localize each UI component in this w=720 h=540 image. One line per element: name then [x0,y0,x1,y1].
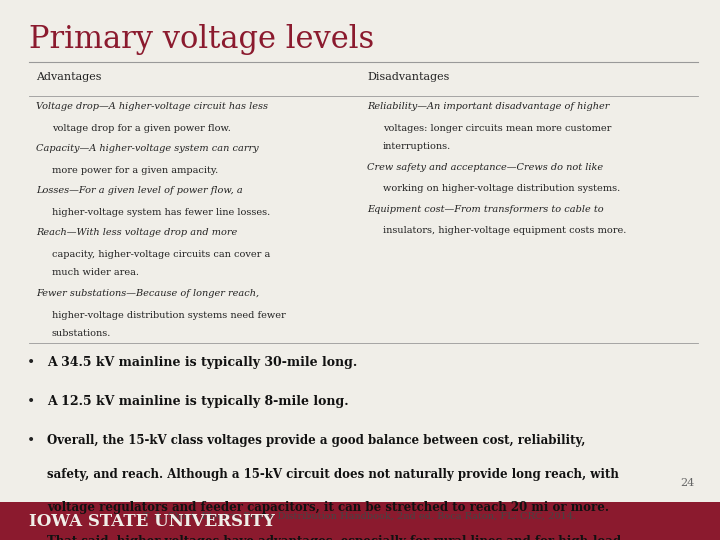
Text: voltages: longer circuits mean more customer: voltages: longer circuits mean more cust… [383,124,611,133]
Text: Fewer substations—Because of longer reach,: Fewer substations—Because of longer reac… [36,289,259,298]
Text: Crew safety and acceptance—Crews do not like: Crew safety and acceptance—Crews do not … [367,163,603,172]
Text: insulators, higher-voltage equipment costs more.: insulators, higher-voltage equipment cos… [383,226,626,235]
Text: Disadvantages: Disadvantages [367,72,449,82]
Text: safety, and reach. Although a 15-kV circuit does not naturally provide long reac: safety, and reach. Although a 15-kV circ… [47,468,618,481]
Text: Losses—For a given level of power flow, a: Losses—For a given level of power flow, … [36,186,243,195]
Text: more power for a given ampacity.: more power for a given ampacity. [52,166,218,175]
Text: That said, higher voltages have advantages, especially for rural lines and for h: That said, higher voltages have advantag… [47,535,621,540]
Text: interruptions.: interruptions. [383,142,451,151]
Text: capacity, higher-voltage circuits can cover a: capacity, higher-voltage circuits can co… [52,250,270,259]
Text: voltage regulators and feeder capacitors, it can be stretched to reach 20 mi or : voltage regulators and feeder capacitors… [47,501,609,514]
Text: •: • [27,434,35,448]
Text: 24: 24 [680,478,695,488]
Text: Reliability—An important disadvantage of higher: Reliability—An important disadvantage of… [367,102,610,111]
Text: higher-voltage system has fewer line losses.: higher-voltage system has fewer line los… [52,208,270,217]
Text: much wider area.: much wider area. [52,268,139,278]
Text: T. A. Short, Electric Power Distribution Handbook, 2nd ed. Boca Raton, FL: CRC, : T. A. Short, Electric Power Distribution… [143,512,577,521]
Text: substations.: substations. [52,329,111,338]
Text: working on higher-voltage distribution systems.: working on higher-voltage distribution s… [383,184,621,193]
Text: Reach—With less voltage drop and more: Reach—With less voltage drop and more [36,228,238,238]
Bar [0,502,720,540]
Text: Voltage drop—A higher-voltage circuit has less: Voltage drop—A higher-voltage circuit ha… [36,102,268,111]
Text: voltage drop for a given power flow.: voltage drop for a given power flow. [52,124,230,133]
Text: Primary voltage levels: Primary voltage levels [29,24,374,55]
Text: Equipment cost—From transformers to cable to: Equipment cost—From transformers to cabl… [367,205,604,214]
Text: A 12.5 kV mainline is typically 8-mile long.: A 12.5 kV mainline is typically 8-mile l… [47,395,348,408]
Text: Overall, the 15-kV class voltages provide a good balance between cost, reliabili: Overall, the 15-kV class voltages provid… [47,434,585,447]
Text: •: • [27,395,35,409]
Text: IOWA STATE UNIVERSITY: IOWA STATE UNIVERSITY [29,512,274,530]
Text: higher-voltage distribution systems need fewer: higher-voltage distribution systems need… [52,310,286,320]
Text: A 34.5 kV mainline is typically 30-mile long.: A 34.5 kV mainline is typically 30-mile … [47,356,357,369]
Text: Capacity—A higher-voltage system can carry: Capacity—A higher-voltage system can car… [36,144,258,153]
Text: Advantages: Advantages [36,72,102,82]
Text: •: • [27,356,35,370]
